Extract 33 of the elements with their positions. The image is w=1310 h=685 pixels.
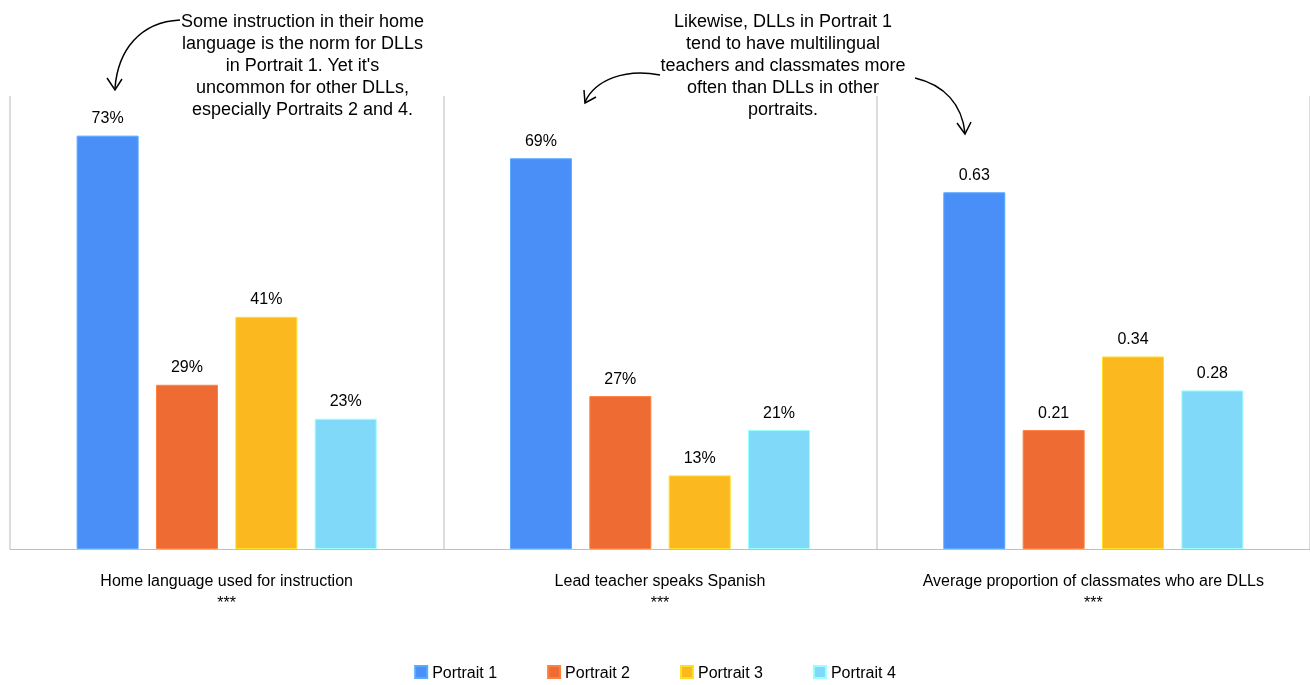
data-label: 0.34 [1117,329,1149,347]
legend-label: Portrait 2 [565,663,631,681]
data-label: 0.28 [1196,363,1229,381]
x-tick-label: Average proportion of classmates who are DLLs *** [922,571,1264,611]
bar [668,475,731,549]
legend-label: Portrait 3 [698,663,764,681]
x-tick-label: Lead teacher speaks Spanish *** [554,571,766,611]
data-label: 23% [329,392,362,410]
bar [155,384,218,549]
data-label: 13% [683,448,716,466]
bar [1181,390,1244,549]
text: Likewise, DLLs in Portrait 1 tend to have multilingual teachers and classmates more often than DLLs in other portraits. [659,10,907,120]
data-label: 27% [604,369,637,387]
data-label: 0.63 [958,165,990,183]
data-label: 41% [250,290,283,308]
bar [314,418,377,549]
bar [1102,356,1165,549]
bar [748,430,811,549]
x-tick-label: Home language used for instruction *** [100,571,353,611]
bar [1022,430,1085,549]
data-label: 69% [524,131,557,149]
bar [943,192,1006,549]
data-label: 29% [170,358,203,376]
legend-label: Portrait 4 [830,663,896,681]
legend-label: Portrait 1 [432,663,498,681]
bar [589,396,652,549]
data-label: 73% [91,109,124,127]
bar [509,158,572,549]
data-label: 21% [763,403,796,421]
bar [76,135,139,549]
data-label: 0.21 [1038,403,1070,421]
bar [235,316,298,549]
text: Some instruction in their home language is the norm for DLLs in Portrait 1. Yet it's uncommon for other DLLs, especially Portraits 2 and 4. [180,10,425,120]
